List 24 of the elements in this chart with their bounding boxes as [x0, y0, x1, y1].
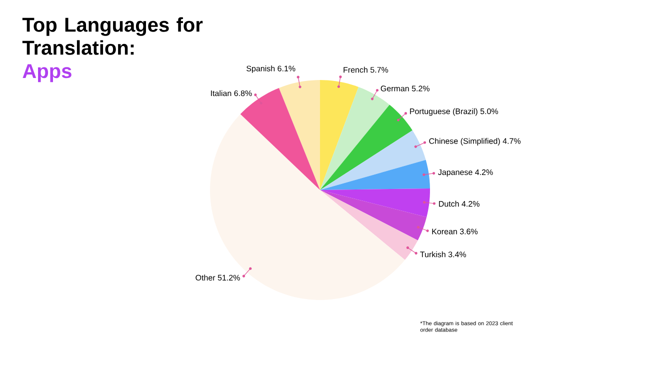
slice-label: Italian: [211, 90, 232, 96]
data-label: 3.4%: [448, 252, 466, 258]
data-label: 3.6%: [460, 228, 478, 234]
slice-label: Turkish: [420, 251, 446, 258]
data-label: 5.0%: [480, 108, 498, 114]
chart-title: Top Languages for Translation:: [22, 17, 203, 55]
slice-label: German: [380, 86, 409, 92]
slice-label: Portuguese (Brazil): [410, 108, 478, 116]
data-label: 6.8%: [234, 90, 252, 96]
slice-label: Dutch: [439, 200, 459, 207]
data-label: 6.1%: [278, 66, 296, 72]
data-label: 5.2%: [412, 86, 430, 92]
slice-label: Spanish: [246, 65, 275, 73]
data-label: 4.2%: [462, 201, 480, 207]
data-label: 5.7%: [370, 67, 388, 73]
slice-label: Korean: [432, 228, 457, 234]
slice-label: Chinese (Simplified): [429, 138, 500, 146]
slice-label: French: [344, 66, 368, 73]
chart-subtitle: Apps: [22, 64, 72, 82]
data-label: 4.2%: [475, 169, 493, 175]
slice-label: Other: [196, 274, 216, 281]
data-label: 51.2%: [218, 274, 240, 281]
slice-label: Japanese: [438, 169, 472, 177]
data-label: 4.7%: [502, 138, 521, 144]
